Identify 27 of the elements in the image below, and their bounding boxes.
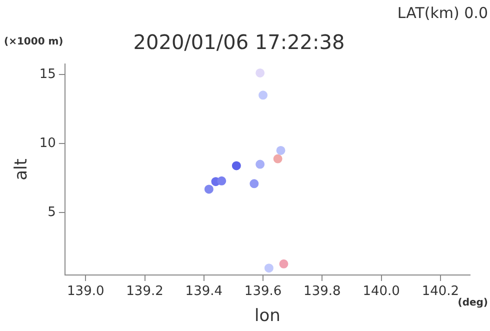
x-tick-label: 140.2 xyxy=(422,284,460,300)
text: (×1000 m) xyxy=(4,36,64,48)
x-tick-label: 139.0 xyxy=(67,284,104,300)
x-tick-label: 140.0 xyxy=(362,284,400,300)
y-tick-label: 15 xyxy=(39,66,56,82)
point xyxy=(264,264,274,273)
text: (deg) xyxy=(458,298,488,309)
point xyxy=(217,176,226,186)
y-tick-label: 10 xyxy=(39,136,56,151)
x-axis-title: lon xyxy=(254,306,280,326)
y-tick-label: 5 xyxy=(48,205,56,220)
chart-title: 2020/01/06 17:22:38 xyxy=(133,30,345,54)
text: LAT(km) 0.0 xyxy=(397,4,488,22)
point xyxy=(258,90,268,100)
point xyxy=(232,161,241,170)
x-tick-label: 139.8 xyxy=(304,284,341,300)
x-tick-label: 139.4 xyxy=(185,284,223,300)
y-axis-title: alt xyxy=(12,158,32,180)
point xyxy=(250,179,259,188)
point xyxy=(279,259,288,268)
x-tick-label: 139.6 xyxy=(244,284,282,300)
point xyxy=(204,184,214,194)
point xyxy=(273,154,282,164)
x-tick-label: 139.2 xyxy=(126,284,164,300)
point xyxy=(256,68,265,78)
point xyxy=(276,146,286,155)
point xyxy=(256,160,265,169)
